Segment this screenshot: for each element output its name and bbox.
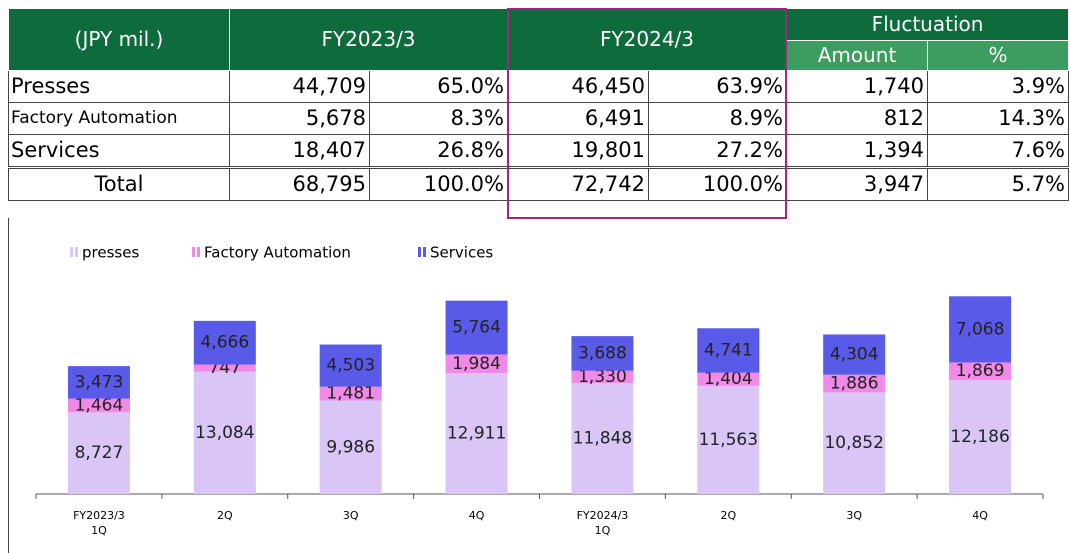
x-tick-label: 4Q [972,509,988,522]
x-tick-label: 4Q [468,509,485,522]
legend-label: Services [430,244,493,262]
bar-segment [67,366,130,399]
bar-segment [319,386,382,401]
legend-swatch [75,247,78,257]
data-label: 1,464 [75,395,124,415]
bar-segment [697,385,760,494]
x-tick-label: 2Q [216,509,233,522]
bar-segment [193,364,256,372]
bar-segment [319,400,382,494]
bar-segment [193,320,256,365]
data-label: 13,084 [195,423,254,443]
bar-segment [697,328,760,373]
table-cell: 65.0% [369,70,508,103]
legend-swatch [418,247,421,257]
bar-segment [571,383,634,494]
bar-segment [319,344,382,387]
border [8,218,9,553]
bar-segment [571,370,634,384]
legend-label: Factory Automation [204,244,351,262]
table-cell: 63.9% [648,70,787,103]
bar-segment [697,372,760,386]
x-tick-label: 3Q [342,509,359,522]
table-cell: 8.3% [369,102,508,135]
legend-swatch [423,247,426,257]
table-cell: Presses [8,70,230,103]
data-label: 1,404 [704,369,753,389]
table-cell: 7.6% [926,134,1070,168]
legend-swatch [70,247,73,257]
data-label: 1,984 [452,354,501,374]
header: FY2023/3 [229,8,508,71]
x-tick-label: 3Q [846,509,863,522]
data-label: 11,563 [699,430,758,450]
highlight-box [507,8,787,219]
table-cell: Total [8,166,230,201]
bar-segment [445,300,508,355]
data-label: 11,848 [573,429,632,449]
header: (JPY mil.) [8,8,230,71]
table-cell: Factory Automation [8,102,230,135]
data-label: 4,666 [200,333,249,353]
data-label: 1,481 [326,384,375,404]
data-label: 10,852 [824,433,883,453]
data-label: 4,741 [704,340,753,360]
table-cell: 3,947 [786,166,928,201]
bar-segment [571,336,634,371]
bar-segment [67,398,130,413]
data-label: 3,688 [578,343,627,363]
bar-segment [823,392,886,494]
table-cell: Services [8,134,230,168]
bar-segment [949,379,1012,494]
data-label: 8,727 [75,443,124,463]
data-label: 1,869 [956,361,1005,381]
table-cell: 100.0% [648,166,787,201]
table-cell: 100.0% [369,166,508,201]
data-label: 4,304 [830,345,879,365]
data-label: 12,186 [950,427,1009,447]
table-cell: 19,801 [507,134,649,168]
x-tick-label: FY2024/3 1Q [576,509,629,537]
legend-swatch [192,247,195,257]
bar-segment [949,296,1012,363]
table-cell: 5.7% [926,166,1070,201]
table-cell: 72,742 [507,166,649,201]
summary-table: (JPY mil.) FY2023/3 FY2024/3 Fluctuation… [8,8,1070,201]
data-label: 12,911 [447,424,506,444]
bar-segment [823,374,886,393]
data-label: 1,886 [830,374,879,394]
bar-segment [949,362,1012,380]
table-cell: 44,709 [229,70,370,103]
table-cell: 3.9% [926,70,1070,103]
table-cell: 18,407 [229,134,370,168]
data-label: 5,764 [452,318,501,338]
table-cell: 68,795 [229,166,370,201]
header: Fluctuation [785,8,1070,41]
header: % [926,40,1070,71]
legend-label: presses [82,244,139,262]
data-label: 3,473 [75,372,124,392]
legend-swatch [197,247,200,257]
bar-segment [823,334,886,375]
bar-segment [445,373,508,494]
x-tick-label: 2Q [720,509,737,522]
bar-segment [445,354,508,374]
x-tick-label: FY2023/3 1Q [73,509,125,537]
bar-segment [193,371,256,494]
data-label: 1,330 [578,367,627,387]
bar-segment [67,412,130,494]
table-cell: 14.3% [926,102,1070,135]
data-label: 7,068 [956,319,1005,339]
data-label: 9,986 [326,437,375,457]
header: Amount [786,40,928,71]
data-label: 4,503 [326,356,375,376]
table-cell: 5,678 [229,102,370,135]
